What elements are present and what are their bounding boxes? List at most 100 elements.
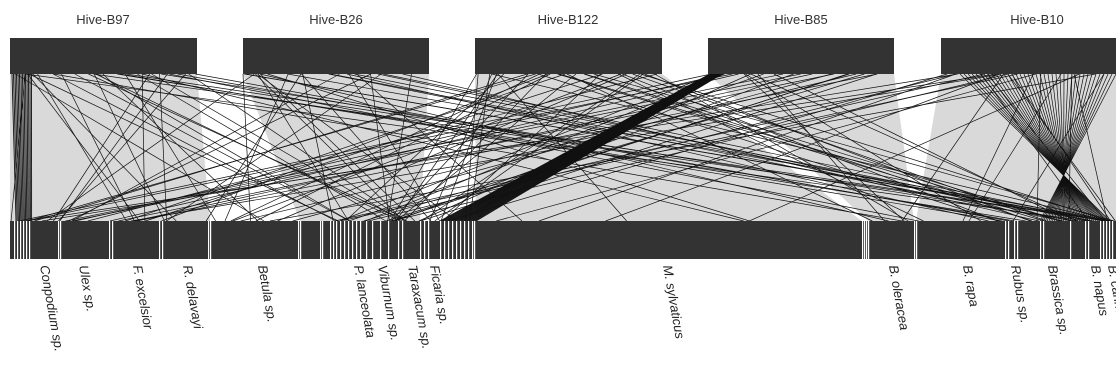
plant-block-divider [1085,221,1087,259]
interaction-line [26,73,733,222]
interaction-line [37,73,127,222]
plant-block-divider [1100,221,1102,259]
interaction-line [745,73,981,222]
interaction-line [1061,73,1069,222]
plant-block-divider [1014,221,1016,259]
plant-block-divider [336,221,338,259]
plant-block-divider [352,221,354,259]
interaction-line [368,73,957,222]
plant-block-divider [452,221,454,259]
interaction-line [1039,73,1116,222]
interaction-line [1073,73,1108,222]
plant-block-divider [468,221,470,259]
plant-block-divider [1017,221,1019,259]
interaction-line [13,73,18,222]
plant-block-divider [372,221,374,259]
interaction-line [346,73,989,222]
plant-blocks [10,221,1116,259]
interaction-line [19,73,23,222]
plant-block-divider [162,221,164,259]
plant-block-divider [864,221,866,259]
interaction-line [1015,73,1086,222]
plant-block-divider [914,221,916,259]
interaction-line [19,73,712,222]
interaction-line [255,73,551,222]
interaction-line [328,73,1064,222]
interaction-line [1045,73,1105,222]
interaction-line [622,73,998,222]
plant-block-divider [916,221,918,259]
interaction-line [269,73,1096,222]
interaction-line [383,73,1104,222]
plant-block-divider [1109,221,1111,259]
interaction-line [27,73,140,222]
interaction-line [257,73,349,222]
interaction-line [166,73,382,222]
plant-label-rubus: Rubus sp. [1008,264,1033,324]
interaction-line [14,73,19,222]
interaction-line [58,73,186,222]
plant-block-divider [322,221,324,259]
interaction-line [983,73,1100,222]
interaction-line [995,73,1095,222]
interaction-line [287,73,1114,222]
plant-block-divider [1106,221,1108,259]
interaction-line [97,73,350,222]
interaction-line [1027,73,1080,222]
plant-block-divider [14,221,16,259]
interaction-line [292,73,832,222]
plant-block-strip [10,221,1116,259]
hive-label-b97: Hive-B97 [76,12,129,27]
interaction-line [1055,73,1081,222]
plant-block-divider [344,221,346,259]
interaction-line [538,73,956,222]
interaction-line [1052,73,1089,222]
plant-block-divider [380,221,382,259]
interaction-line [130,73,1002,222]
interaction-line [959,73,1111,222]
interaction-lines [10,73,1116,222]
interaction-line [496,73,1036,222]
interaction-line [68,73,371,222]
interaction-line [1041,73,1113,222]
plant-label-viburnum: Viburnum sp. [375,264,403,342]
plant-block-dividers [14,221,1114,259]
interaction-line [277,73,627,222]
interaction-line [1043,73,1073,222]
interaction-line [991,73,1097,222]
interaction-line [28,73,30,222]
interaction-line [1019,73,1084,222]
plant-block-divider [348,221,350,259]
interaction-line [1035,73,1077,222]
interaction-line [26,73,29,222]
plant-block-divider [60,221,62,259]
interaction-line [339,73,714,222]
interaction-line [22,73,25,222]
interaction-line [159,73,168,222]
plant-block-divider [464,221,466,259]
plant-block-divider [868,221,870,259]
interaction-line [1050,73,1093,222]
interaction-line [1063,73,1065,222]
interaction-line [1039,73,1075,222]
interaction-line [640,73,1110,222]
interaction-line [1047,73,1071,222]
plant-label-b-oleracea: B. oleracea [886,264,912,331]
interaction-line [11,73,17,222]
plant-label-b-carinata: B. carinata [1105,264,1116,328]
interaction-line [41,73,958,222]
hive-label-b10: Hive-B10 [1010,12,1063,27]
interaction-line [1059,73,1066,222]
plant-block-divider [20,221,22,259]
interaction-line [1043,73,1109,222]
plant-block-divider [1008,221,1010,259]
interaction-line [124,73,216,222]
interaction-line [224,73,289,222]
interaction-line [434,73,644,222]
interaction-line [232,73,622,222]
interaction-line [161,73,549,222]
interaction-line [334,73,985,222]
plant-label-ficaria: Ficaria sp. [427,264,452,326]
interaction-line [25,73,28,222]
interaction-line [644,73,1031,222]
